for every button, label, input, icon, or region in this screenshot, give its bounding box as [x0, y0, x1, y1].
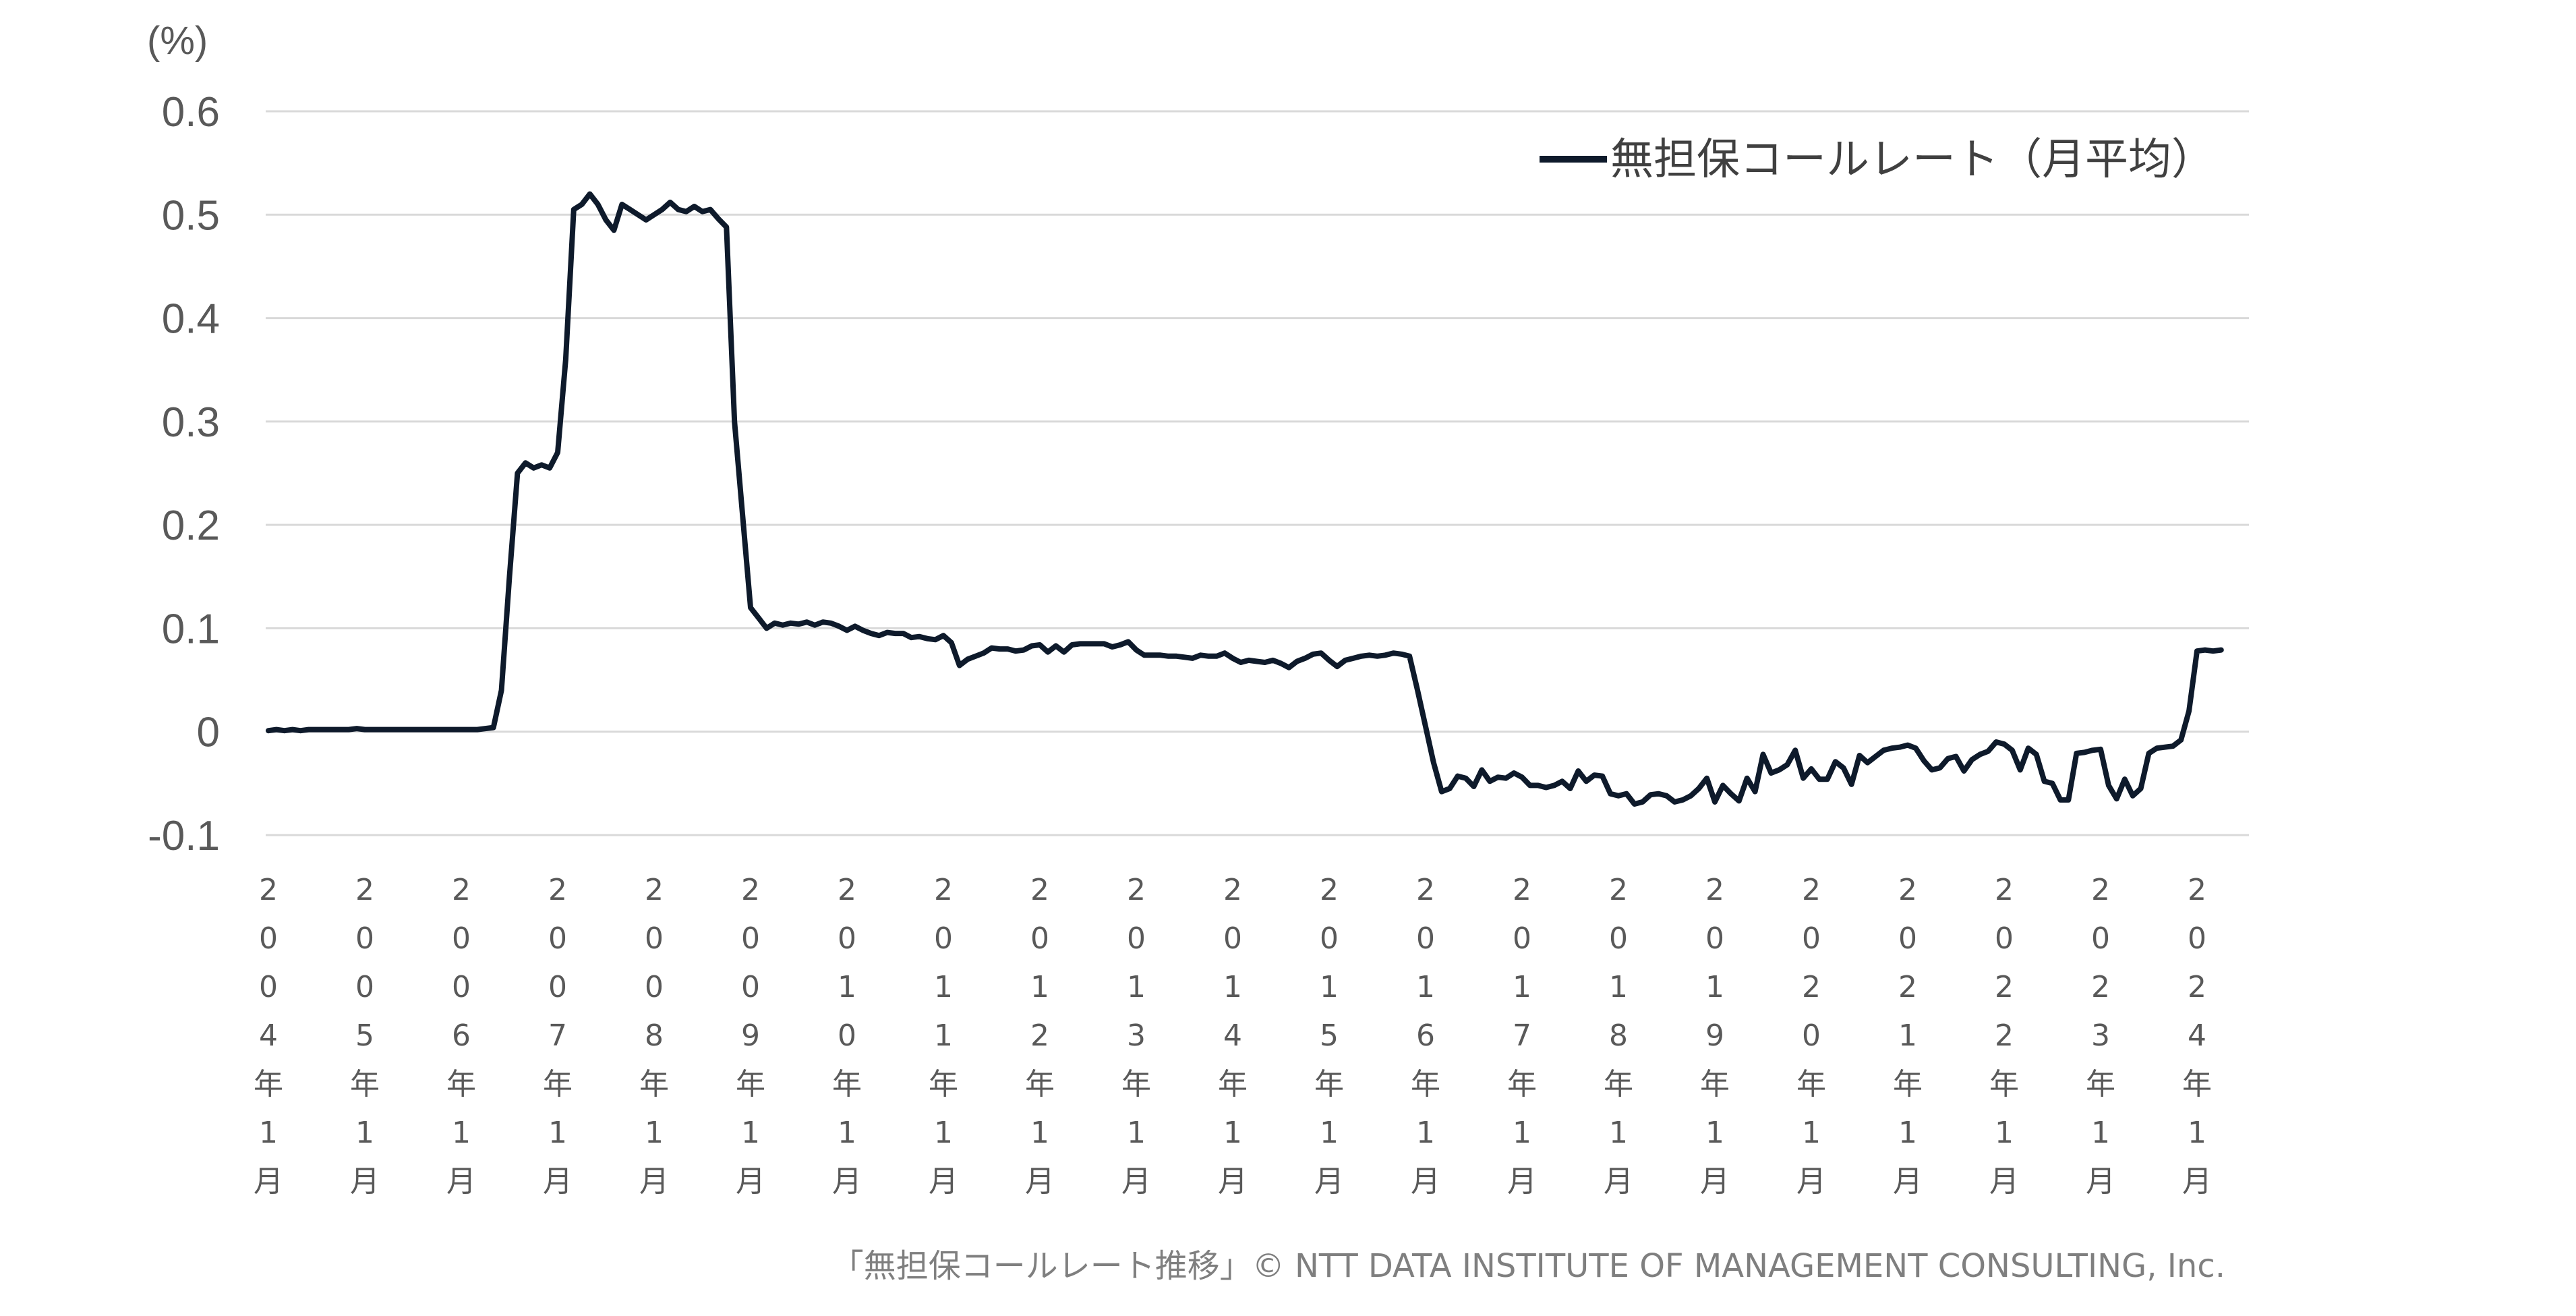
y-tick-label: 0.4	[162, 296, 220, 343]
y-tick-label: 0.6	[162, 89, 220, 136]
legend: 無担保コールレート（月平均）	[1540, 135, 2215, 185]
y-tick-label: 0.2	[162, 503, 220, 549]
x-axis-ticks: 2 0 0 4 年 1 月 2 0 0 5 年 1 月 2 0 0 6 年 1 月 2 0 0 7 年 1 月 2 0 0 8 年 1 月 2 0 0 9 年…	[254, 873, 2212, 1199]
y-tick-label: 0	[197, 710, 220, 756]
y-axis-ticks: 0.6 0.5 0.4 0.3 0.2 0.1 0 -0.1	[148, 89, 220, 859]
y-tick-label: 0.1	[162, 606, 220, 652]
gridlines	[266, 110, 2249, 836]
y-axis-unit-label: (%)	[147, 19, 208, 63]
copyright-credit: 「無担保コールレート推移」© NTT DATA INSTITUTE OF MAN…	[831, 1247, 2225, 1285]
y-tick-label: 0.5	[162, 192, 220, 239]
legend-label: 無担保コールレート（月平均）	[1610, 135, 2215, 185]
y-tick-label: -0.1	[148, 813, 220, 859]
series-layer	[266, 191, 2224, 807]
y-tick-label: 0.3	[162, 399, 220, 446]
series-line	[266, 191, 2224, 807]
